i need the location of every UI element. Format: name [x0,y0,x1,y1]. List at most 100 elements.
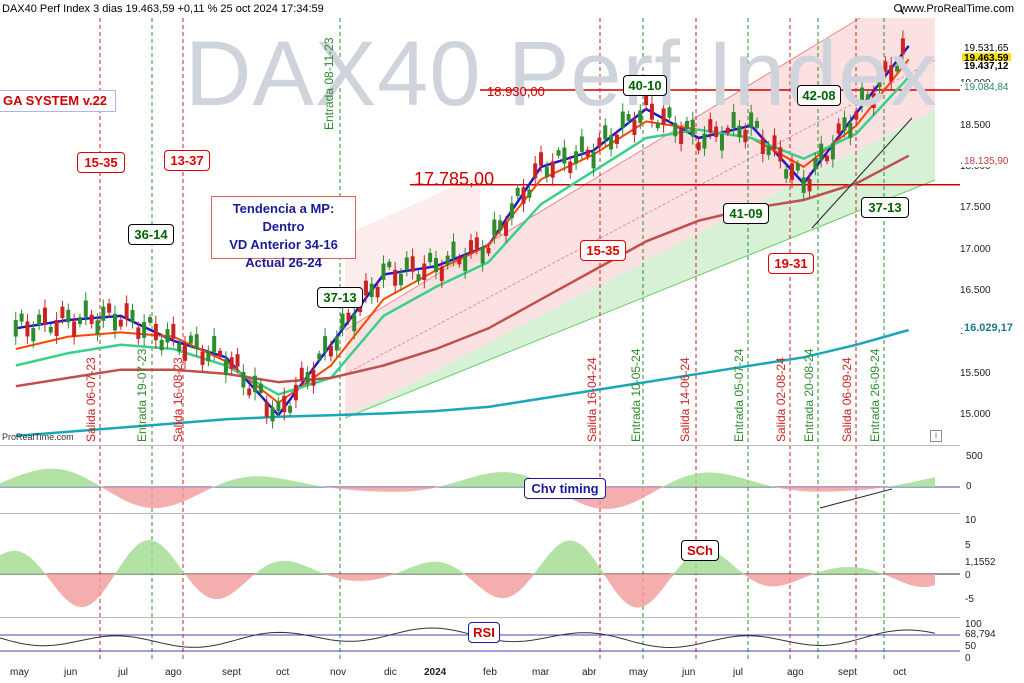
series-line-5 [15,328,910,438]
candle-body-89 [527,189,532,198]
candle-body-2 [19,313,24,322]
candle-body-131 [772,135,777,150]
candle-body-91 [539,152,544,166]
signal-box-6: 40-10 [623,75,667,96]
candle-body-138 [813,158,818,170]
candle-body-52 [311,369,316,386]
price-tag-label: 16.029,17 [962,322,1015,334]
price-tick-label: 16.500 [960,285,991,297]
candle-body-88 [521,187,526,204]
candle-body-71 [422,263,427,281]
candle-body-58 [346,312,351,321]
sch-tick-label: 10 [965,515,977,526]
signal-box-10: 37-13 [861,197,909,218]
candle-body-98 [579,136,584,152]
candle-body-108 [638,110,643,123]
candle-body-120 [708,119,713,133]
candle-body-48 [288,405,293,413]
candle-body-101 [597,137,602,147]
trend-line-1: Tendencia a MP: Dentro [232,201,335,234]
trend-box: Tendencia a MP: Dentro VD Anterior 34-16… [211,196,356,270]
candle-body-132 [778,147,783,162]
candle-body-75 [445,255,450,265]
info-icon[interactable]: i [930,430,942,442]
x-tick-label: ago [787,667,804,678]
candle-body-81 [480,247,485,264]
signal-box-2: 13-37 [164,150,210,171]
level-high-label: 18.930,00 [487,84,545,99]
candle-body-96 [568,161,573,173]
candle-body-17 [107,303,112,313]
level-low-label: 17.785,00 [414,169,495,189]
candle-body-79 [469,240,474,253]
candle-body-19 [118,319,123,327]
candle-body-93 [550,161,555,178]
candle-body-148 [871,93,876,109]
signal-box-4: 37-13 [317,287,363,308]
candle-body-68 [404,257,409,270]
candle-body-24 [147,317,152,323]
upper-channel-band-2 [345,175,480,300]
candle-body-134 [790,163,795,180]
candle-body-4 [31,328,36,342]
candle-body-5 [37,314,42,325]
candle-body-59 [352,314,357,332]
signal-salida-3: Salida 16-04-24 [585,357,599,442]
price-tag-label: 18.135,90 [962,156,1011,167]
x-tick-label: jun [682,667,696,678]
candle-body-82 [486,247,491,254]
x-tick-label: oct [276,667,290,678]
candle-body-118 [696,142,701,151]
footer-brand: ProRealTime.com [2,432,74,442]
candle-body-116 [684,120,689,130]
channel-lower-line [344,179,936,419]
candle-body-85 [504,222,509,236]
magnifier-icon[interactable] [893,3,905,15]
chv-wave-negative [0,487,935,509]
candle-body-14 [89,314,94,324]
sch-wave-negative [0,574,935,608]
lower-channel-band [345,110,935,418]
rsi-line [0,627,936,649]
candle-body-12 [77,317,82,325]
x-tick-label: sept [222,667,241,678]
price-tick-label: 18.500 [960,119,991,131]
candle-body-92 [544,166,549,178]
candle-body-123 [725,127,730,134]
candle-body-122 [719,134,724,151]
candle-body-32 [194,334,199,350]
candle-body-56 [334,337,339,351]
candle-body-23 [142,321,147,338]
candle-body-109 [644,93,649,106]
candle-body-61 [363,280,368,296]
signal-box-9: 19-31 [768,253,814,274]
candle-body-113 [667,107,672,118]
candle-body-126 [743,129,748,143]
candle-body-49 [293,384,298,401]
candle-body-86 [509,203,514,219]
candle-body-10 [66,309,71,323]
candle-body-62 [369,283,374,298]
candle-body-43 [258,383,263,393]
candle-body-11 [72,321,77,337]
series-line-2 [15,58,910,405]
price-tick-label: 15.500 [960,367,991,379]
price-tag-label: 19.463,59 [962,53,1011,64]
candle-body-136 [801,177,806,193]
x-tick-label: sept [838,667,857,678]
x-tick-label: 2024 [424,667,447,678]
panel-separator-2 [0,513,960,514]
candle-body-33 [200,351,205,365]
upper-channel-band [345,18,935,418]
candle-body-73 [433,257,438,273]
candle-body-26 [159,339,164,351]
candle-body-104 [614,134,619,144]
candle-body-140 [825,155,830,162]
brand-link[interactable]: www.ProRealTime.com [900,3,1014,15]
signal-box-5: 15-35 [580,240,626,261]
candle-body-130 [766,145,771,156]
price-tag-label: 19.437,12 [962,61,1011,72]
candle-body-15 [95,320,100,335]
chv-trend-line [819,488,893,509]
